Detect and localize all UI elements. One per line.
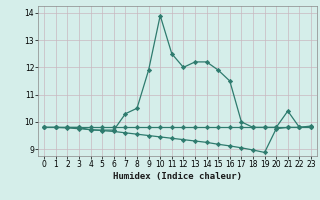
X-axis label: Humidex (Indice chaleur): Humidex (Indice chaleur) bbox=[113, 172, 242, 181]
